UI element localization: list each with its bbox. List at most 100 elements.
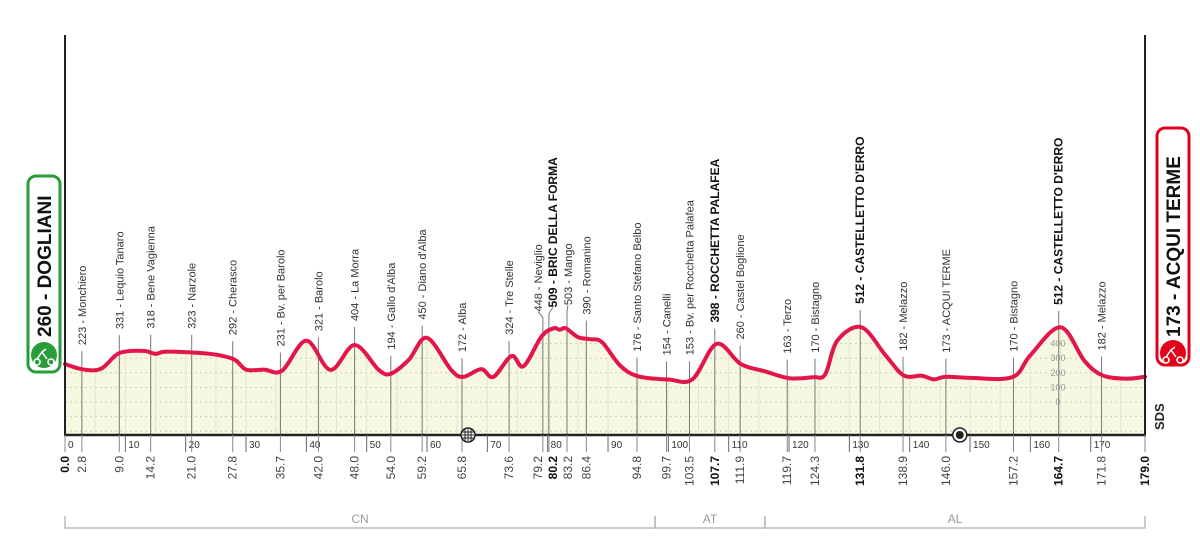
x-tick-label: 70	[490, 440, 502, 451]
elevation-scale-label: 200	[1050, 368, 1065, 378]
km-label: 59.2	[415, 456, 429, 480]
km-label: 48.0	[348, 456, 362, 480]
km-label: 138.9	[896, 456, 910, 486]
km-label: 171.8	[1095, 456, 1109, 486]
x-tick-label: 40	[309, 440, 321, 451]
waypoint-label: 231 - Bv. per Barolo	[275, 249, 287, 346]
km-label: 79.2	[531, 456, 545, 480]
elevation-scale-label: 400	[1050, 339, 1065, 349]
province-label: AL	[948, 512, 963, 526]
waypoint-label: 450 - Diano d'Alba	[417, 229, 429, 320]
km-label: 42.0	[311, 456, 325, 480]
x-tick-label: 100	[671, 440, 688, 451]
km-label: 111.9	[733, 456, 747, 485]
bike-glyph	[1162, 346, 1184, 364]
x-tick-label: 170	[1094, 440, 1111, 451]
x-tick-label: 60	[430, 440, 442, 451]
waypoint-label: 509 - BRIC DELLA FORMA	[546, 157, 560, 308]
x-tick-label: 80	[551, 440, 563, 451]
km-label: 73.6	[502, 456, 516, 480]
waypoint-label: 448 - Neviglio	[533, 244, 545, 311]
waypoint-label: 331 - Lequio Tanaro	[114, 231, 126, 329]
province-label: CN	[351, 512, 368, 526]
waypoint-line-connector	[537, 311, 544, 318]
km-label: 119.7	[780, 456, 794, 485]
waypoint-label: 292 - Cherasco	[228, 260, 240, 335]
elevation-scale-label: 300	[1050, 353, 1065, 363]
km-label: 83.2	[561, 456, 575, 480]
waypoint-label: 321 - Barolo	[313, 271, 325, 331]
km-label: 35.7	[273, 456, 287, 480]
waypoint-label: 223 - Monchiero	[77, 266, 89, 346]
sds-logo: SDS	[1152, 403, 1167, 430]
x-tick-label: 160	[1033, 440, 1050, 451]
waypoint-label: 182 - Melazzo	[1097, 281, 1109, 350]
waypoint-label: 503 - Mango	[563, 243, 575, 305]
profile-line	[63, 324, 1147, 385]
waypoint-label: 182 - Melazzo	[898, 282, 910, 351]
km-label: 94.8	[630, 456, 644, 480]
waypoint-label: 318 - Bene Vagienna	[146, 225, 158, 328]
province-label: AT	[703, 512, 718, 526]
waypoint-label: 512 - CASTELLETTO D'ERRO	[853, 137, 867, 304]
finish-label: 173 - ACQUI TERME	[1164, 156, 1185, 337]
km-label: 107.7	[708, 456, 722, 486]
km-label: 103.5	[682, 456, 696, 486]
x-tick-label: 90	[611, 440, 623, 451]
km-label: 99.7	[660, 456, 674, 480]
km-label: 65.8	[455, 456, 469, 480]
waypoint-label: 172 - Alba	[457, 302, 469, 352]
x-tick-label: 150	[973, 440, 990, 451]
elevation-scale-label: 0	[1055, 397, 1060, 407]
x-tick-label: 130	[852, 440, 869, 451]
km-label: 179.0	[1138, 456, 1152, 486]
waypoint-label: 398 - ROCCHETTA PALAFEA	[708, 158, 722, 322]
km-label: 131.8	[853, 456, 867, 486]
waypoint-label: 154 - Canelli	[662, 294, 674, 356]
feed-zone-icon	[952, 427, 968, 443]
km-label: 0.0	[58, 456, 72, 473]
km-label: 80.2	[546, 456, 560, 480]
x-tick-label: 0	[68, 440, 74, 451]
waypoint-label: 173 - ACQUI TERME	[941, 249, 953, 353]
x-tick-label: 30	[249, 440, 261, 451]
km-label: 86.4	[579, 456, 593, 480]
start-label: 260 - DOGLIANI	[35, 196, 56, 337]
waypoint-label: 512 - CASTELLETTO D'ERRO	[1052, 138, 1066, 305]
x-tick-label: 50	[370, 440, 382, 451]
waypoint-label: 404 - La Morra	[350, 248, 362, 321]
x-tick-label: 140	[913, 440, 930, 451]
start-badge: 260 - DOGLIANI	[26, 174, 62, 374]
km-label: 21.0	[185, 456, 199, 480]
km-label: 54.0	[384, 456, 398, 480]
waypoint-label: 170 - Bistagno	[1008, 281, 1020, 352]
province-bracket	[764, 516, 1146, 529]
waypoint-label: 260 - Castel Boglione	[735, 234, 747, 339]
elevation-scale-label: 100	[1050, 382, 1065, 392]
waypoint-label: 163 - Terzo	[782, 299, 794, 354]
km-label: 146.0	[939, 456, 953, 486]
profile-area	[65, 326, 1145, 435]
bike-glyph	[33, 348, 55, 366]
waypoint-label: 194 - Gallo d'Alba	[386, 262, 398, 350]
waypoint-label: 170 - Bistagno	[810, 282, 822, 353]
waypoint-label: 153 - Bv. per Rocchetta Palafea	[684, 199, 696, 355]
waypoint-line-connector	[566, 305, 569, 312]
km-label: 9.0	[112, 456, 126, 473]
km-label: 14.2	[144, 456, 158, 480]
x-tick-label: 10	[128, 440, 140, 451]
waypoint-label: 324 - Tre Stelle	[504, 260, 516, 335]
marker-dot	[955, 431, 964, 439]
x-tick-label: 20	[189, 440, 201, 451]
km-label: 164.7	[1052, 456, 1066, 486]
km-label: 2.8	[75, 456, 89, 473]
waypoint-label: 323 - Narzole	[187, 263, 199, 329]
waypoint-label: 176 - Santo Stefano Belbo	[632, 223, 644, 352]
km-label: 27.8	[226, 456, 240, 480]
x-tick-label: 120	[792, 440, 809, 451]
intermediate-sprint-icon	[460, 427, 476, 443]
finish-badge: 173 - ACQUI TERME	[1155, 126, 1191, 367]
km-label: 157.2	[1006, 456, 1020, 486]
waypoint-label: 390 - Romanino	[581, 236, 593, 314]
